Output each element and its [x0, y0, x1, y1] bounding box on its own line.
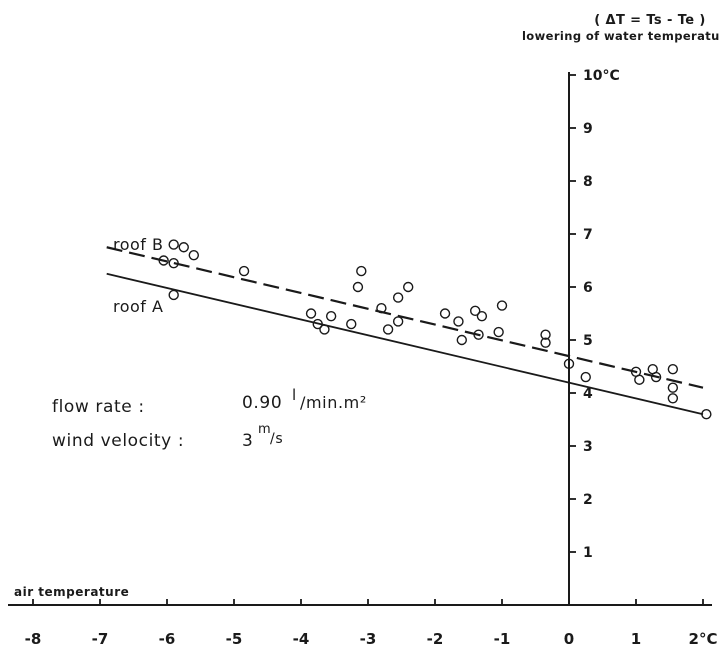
wind-velocity-value: 3: [242, 431, 253, 451]
x-tick-label: -6: [159, 630, 176, 648]
data-point: [238, 265, 250, 277]
data-point: [178, 242, 189, 253]
y-tick-label: 3: [583, 439, 593, 455]
data-point: [168, 257, 179, 269]
data-point: [356, 265, 367, 277]
wind-velocity-unit-den: /s: [270, 431, 283, 447]
roof-b-label: roof B: [113, 235, 164, 254]
flow-rate-annotation: flow rate : 0.90 l /min.m²: [52, 386, 367, 417]
x-tick-label: -5: [226, 630, 243, 648]
x-tick-label: -2: [427, 630, 444, 648]
data-point: [319, 324, 330, 335]
data-point: [580, 371, 591, 383]
data-point: [650, 371, 662, 383]
roof-a-label: roof A: [113, 297, 163, 316]
data-point: [634, 374, 645, 385]
flow-rate-label: flow rate :: [52, 397, 145, 417]
wind-velocity-annotation: wind velocity : 3 m /s: [52, 422, 283, 451]
data-point: [325, 310, 337, 322]
data-point: [456, 334, 467, 346]
data-point: [496, 300, 508, 311]
x-tick-label: 0: [564, 630, 574, 648]
x-tick-label: -8: [25, 630, 42, 648]
y-tick-label: 10°C: [583, 68, 620, 84]
data-point: [667, 393, 679, 404]
data-point: [403, 281, 414, 293]
data-point: [470, 305, 481, 317]
roof-a-line: [106, 272, 704, 416]
data-point: [392, 292, 404, 303]
x-tick-label: -7: [92, 630, 109, 648]
data-point: [188, 249, 200, 261]
data-point: [439, 308, 451, 319]
x-axis-title: air temperature: [14, 585, 129, 599]
data-points: [158, 239, 712, 420]
data-point: [168, 289, 179, 301]
wind-velocity-label: wind velocity :: [52, 431, 184, 451]
data-point: [305, 308, 317, 319]
flow-rate-unit-num: l: [292, 386, 297, 404]
data-point: [667, 363, 679, 375]
data-point: [453, 316, 464, 327]
data-point: [352, 281, 364, 293]
y-tick-label: 9: [583, 121, 593, 137]
data-point: [346, 318, 357, 330]
data-point: [376, 303, 387, 314]
roof-b-line: [106, 246, 704, 389]
data-point: [158, 255, 169, 266]
y-tick-label: 6: [583, 280, 593, 296]
data-point: [476, 310, 488, 322]
y-tick-label: 2: [583, 492, 593, 508]
flow-rate-unit-den: /min.m²: [300, 393, 367, 412]
data-point: [667, 382, 679, 393]
data-point: [168, 239, 179, 250]
y-tick-label: 5: [583, 333, 593, 349]
chart-title-line-2: lowering of water temperature: [522, 29, 720, 43]
y-tick-label: 8: [583, 174, 593, 190]
data-point: [540, 329, 551, 340]
x-tick-label: 1: [631, 630, 641, 648]
data-point: [473, 329, 484, 340]
data-point: [392, 316, 404, 327]
data-point: [701, 409, 712, 420]
y-tick-label: 4: [583, 386, 593, 402]
x-tick-label: 2°C: [689, 630, 718, 648]
wind-velocity-unit-num: m: [258, 422, 271, 437]
regression-lines: [106, 246, 704, 416]
data-point: [540, 337, 551, 348]
x-tick-label: -3: [360, 630, 377, 648]
y-tick-label: 1: [583, 545, 593, 561]
x-tick-label: -1: [494, 630, 511, 648]
flow-rate-value: 0.90: [242, 393, 282, 413]
x-tick-label: -4: [293, 630, 310, 648]
chart-title-line-1: ( ΔT = Ts - Te ): [594, 13, 706, 28]
data-point: [312, 318, 323, 330]
data-point: [493, 326, 504, 338]
data-point: [382, 324, 394, 335]
data-point: [563, 358, 575, 370]
y-tick-label: 7: [583, 227, 593, 243]
